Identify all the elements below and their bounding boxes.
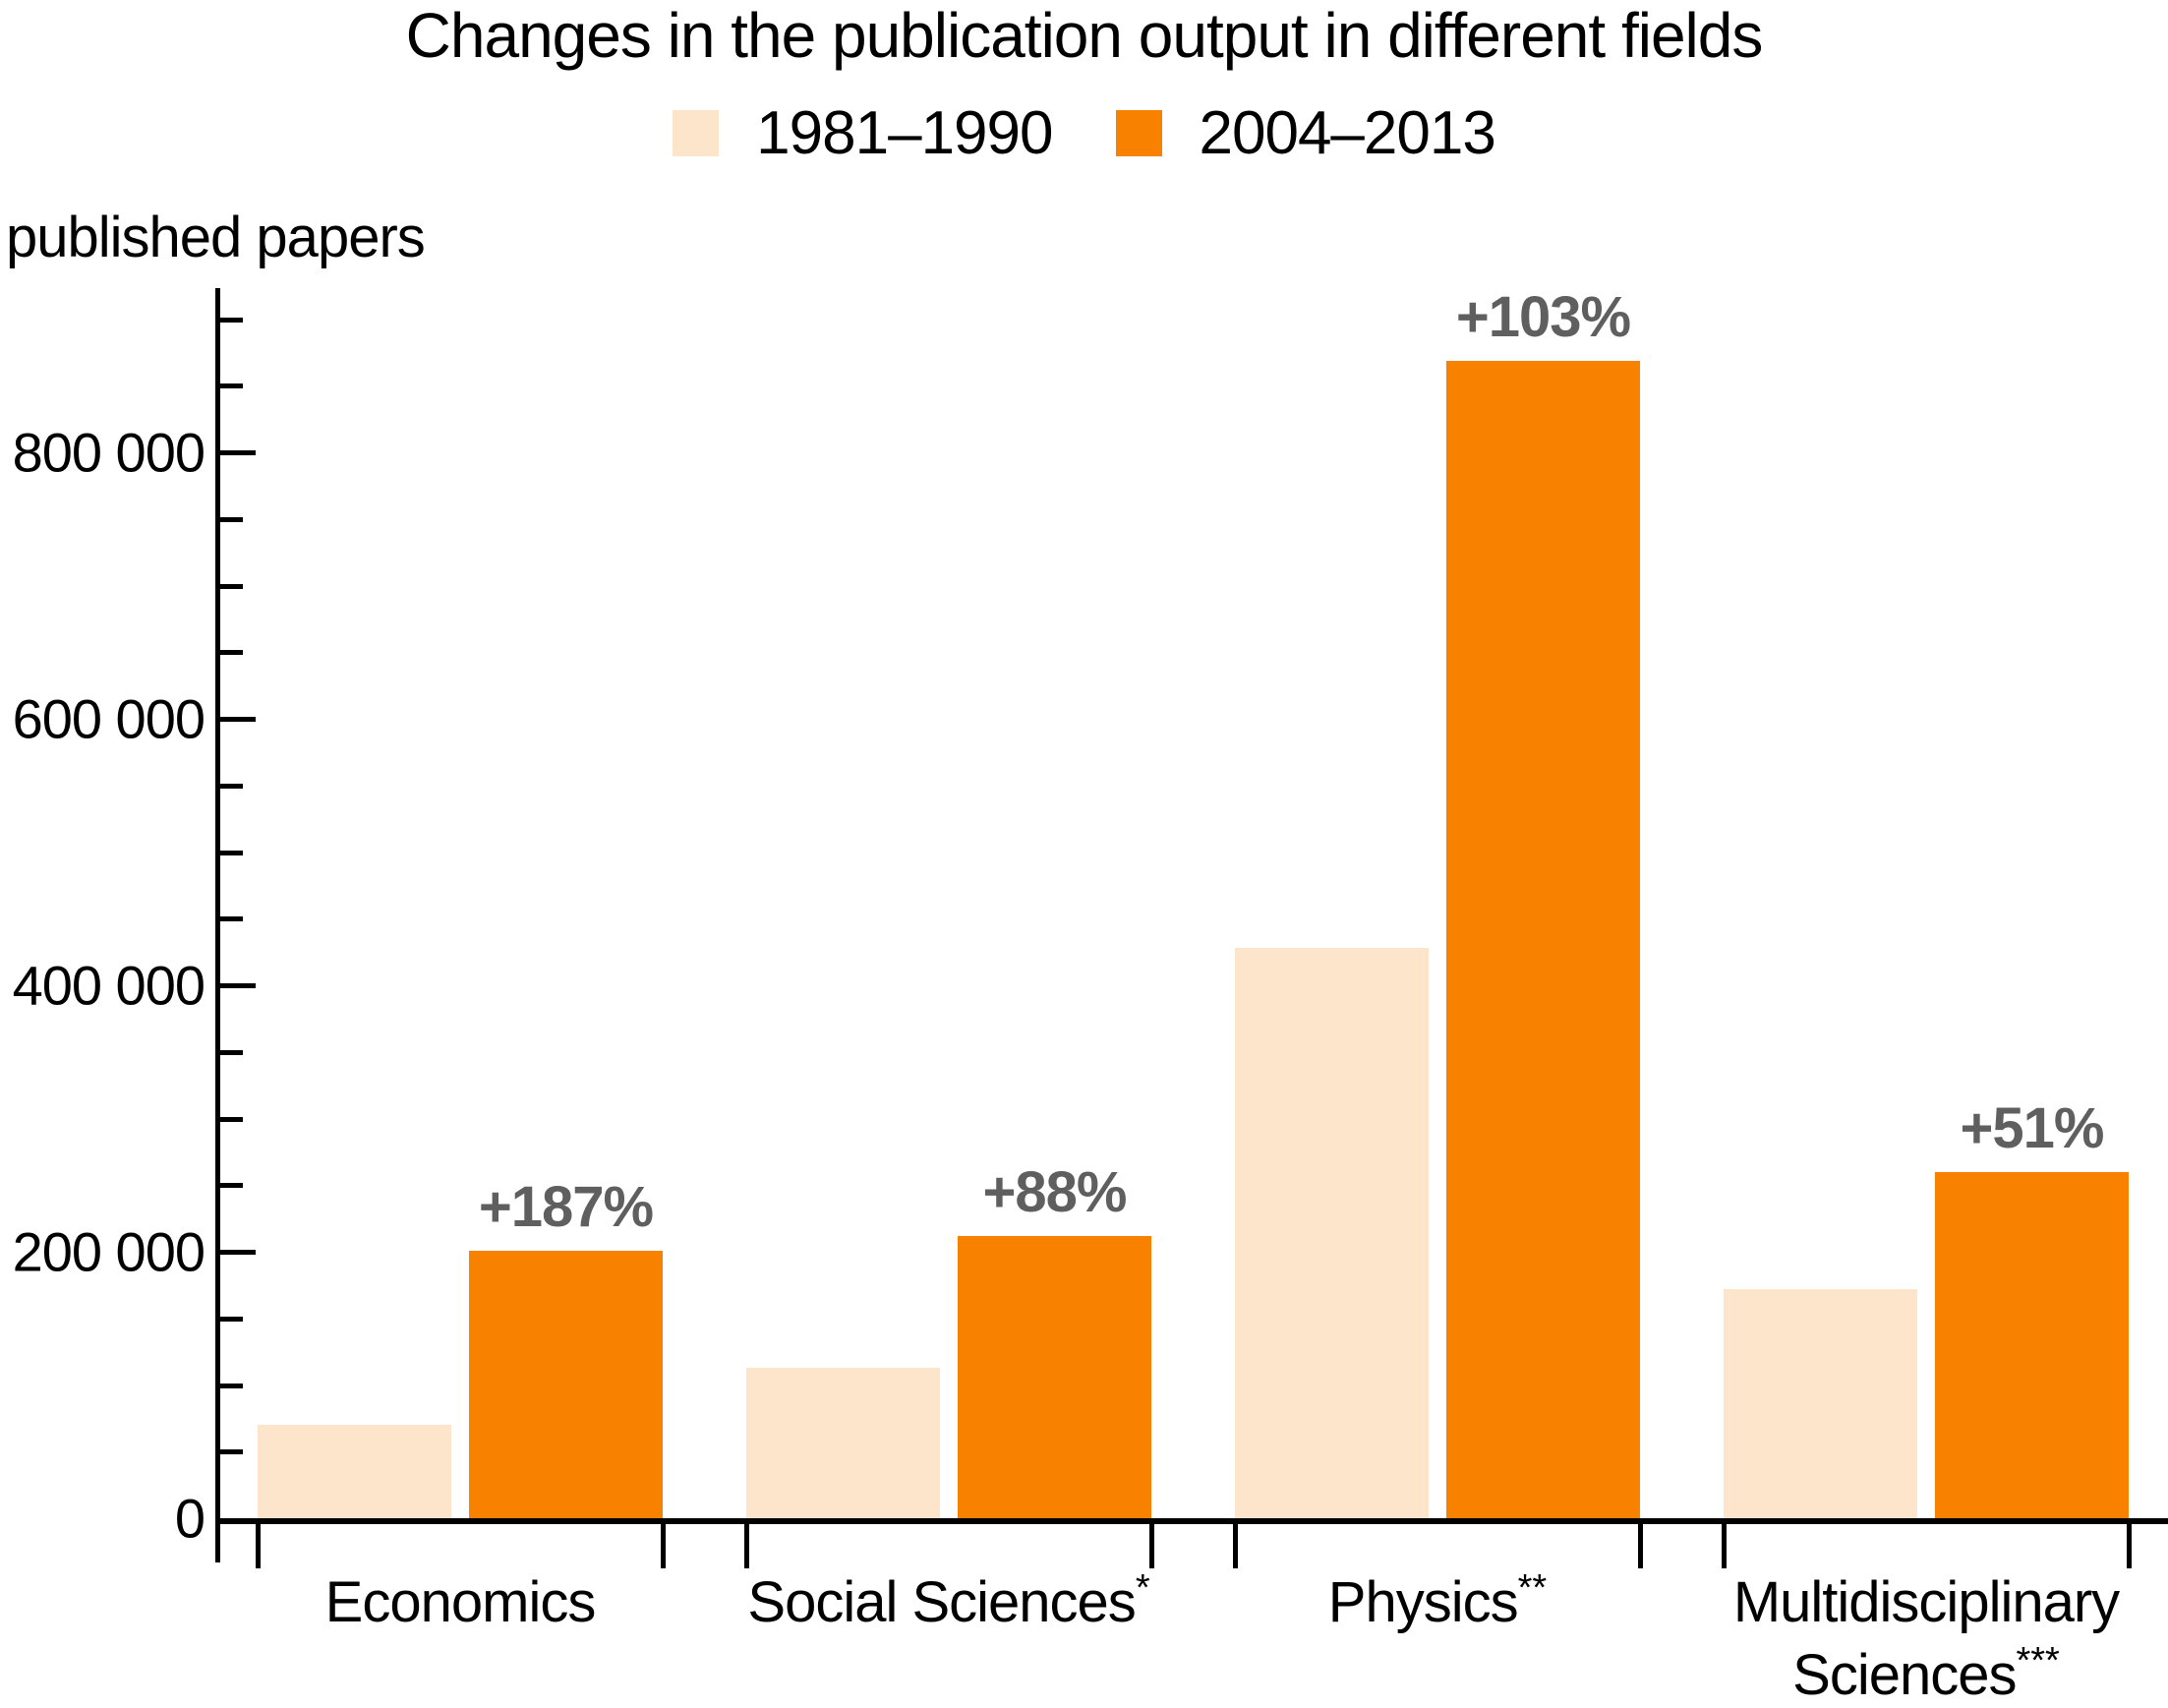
y-tick-label-600000: 600 000 [12, 687, 205, 750]
y-minor-tick-850000 [220, 383, 243, 389]
bar-physics-1981-1990 [1235, 948, 1429, 1524]
y-axis-title: published papers [6, 206, 426, 269]
y-minor-tick-900000 [220, 317, 243, 323]
x-tick-multidisciplinary-sciences-right [2127, 1524, 2132, 1568]
x-tick-social-sciences-right [1149, 1524, 1154, 1568]
y-tick-label-400000: 400 000 [12, 954, 205, 1017]
y-minor-tick-150000 [220, 1316, 243, 1322]
y-major-tick-200000 [220, 1250, 256, 1255]
y-major-tick-800000 [220, 450, 256, 455]
percent-label-economics: +187% [478, 1174, 654, 1239]
y-tick-label-800000: 800 000 [12, 421, 205, 484]
x-tick-economics-right [661, 1524, 666, 1568]
y-minor-tick-300000 [220, 1116, 243, 1122]
category-label-multidisciplinary-sciences-line2: Sciences*** [1792, 1640, 2060, 1708]
y-tick-label-200000: 200 000 [12, 1220, 205, 1283]
bar-multidisciplinary-sciences-2004-2013 [1935, 1171, 2129, 1524]
legend-swatch-2004-2013 [1115, 110, 1162, 156]
legend-label-1981-1990: 1981–1990 [756, 99, 1053, 167]
y-major-tick-400000 [220, 983, 256, 988]
y-minor-tick-450000 [220, 916, 243, 922]
legend: 1981–1990 2004–2013 [0, 98, 2168, 168]
y-minor-tick-550000 [220, 783, 243, 789]
x-tick-social-sciences-left [744, 1524, 749, 1568]
legend-label-2004-2013: 2004–2013 [1199, 99, 1496, 167]
bar-social-sciences-1981-1990 [746, 1367, 940, 1524]
category-label-text: Social Sciences [747, 1570, 1136, 1634]
x-axis-line [215, 1518, 2168, 1524]
percent-label-multidisciplinary-sciences: +51% [1960, 1095, 2105, 1160]
category-label-social-sciences-line1: Social Sciences* [747, 1567, 1150, 1635]
chart-title: Changes in the publication output in dif… [405, 0, 1764, 71]
bar-physics-2004-2013 [1446, 360, 1640, 1524]
percent-label-social-sciences: +88% [982, 1159, 1128, 1224]
bar-economics-1981-1990 [258, 1425, 451, 1524]
category-label-text: Sciences [1792, 1643, 2017, 1707]
legend-item-1981-1990: 1981–1990 [673, 98, 1054, 168]
category-label-asterisks: * [1135, 1567, 1150, 1609]
percent-label-physics: +103% [1455, 284, 1631, 349]
category-label-text: Multidisciplinary [1732, 1570, 2120, 1634]
y-minor-tick-500000 [220, 850, 243, 855]
category-label-physics-line1: Physics** [1327, 1567, 1548, 1635]
category-label-economics-line1: Economics [324, 1569, 597, 1635]
y-minor-tick-650000 [220, 650, 243, 656]
x-tick-multidisciplinary-sciences-left [1722, 1524, 1727, 1568]
x-tick-economics-left [256, 1524, 261, 1568]
category-label-text: Economics [324, 1570, 597, 1634]
category-label-asterisks: *** [2016, 1640, 2060, 1681]
y-minor-tick-100000 [220, 1383, 243, 1388]
y-major-tick-600000 [220, 717, 256, 722]
bar-social-sciences-2004-2013 [958, 1235, 1151, 1524]
category-label-text: Physics [1327, 1570, 1519, 1634]
legend-swatch-1981-1990 [673, 110, 720, 156]
y-axis-line [215, 288, 220, 1562]
bar-multidisciplinary-sciences-1981-1990 [1724, 1288, 1917, 1524]
bar-economics-2004-2013 [469, 1250, 663, 1524]
legend-item-2004-2013: 2004–2013 [1115, 98, 1496, 168]
x-tick-physics-left [1233, 1524, 1238, 1568]
x-tick-physics-right [1638, 1524, 1643, 1568]
y-minor-tick-750000 [220, 516, 243, 522]
y-minor-tick-700000 [220, 583, 243, 589]
y-minor-tick-350000 [220, 1049, 243, 1055]
category-label-multidisciplinary-sciences-line1: Multidisciplinary [1732, 1569, 2120, 1635]
y-tick-label-0: 0 [174, 1487, 205, 1550]
category-label-asterisks: ** [1517, 1567, 1548, 1609]
y-minor-tick-250000 [220, 1183, 243, 1189]
y-minor-tick-50000 [220, 1449, 243, 1455]
